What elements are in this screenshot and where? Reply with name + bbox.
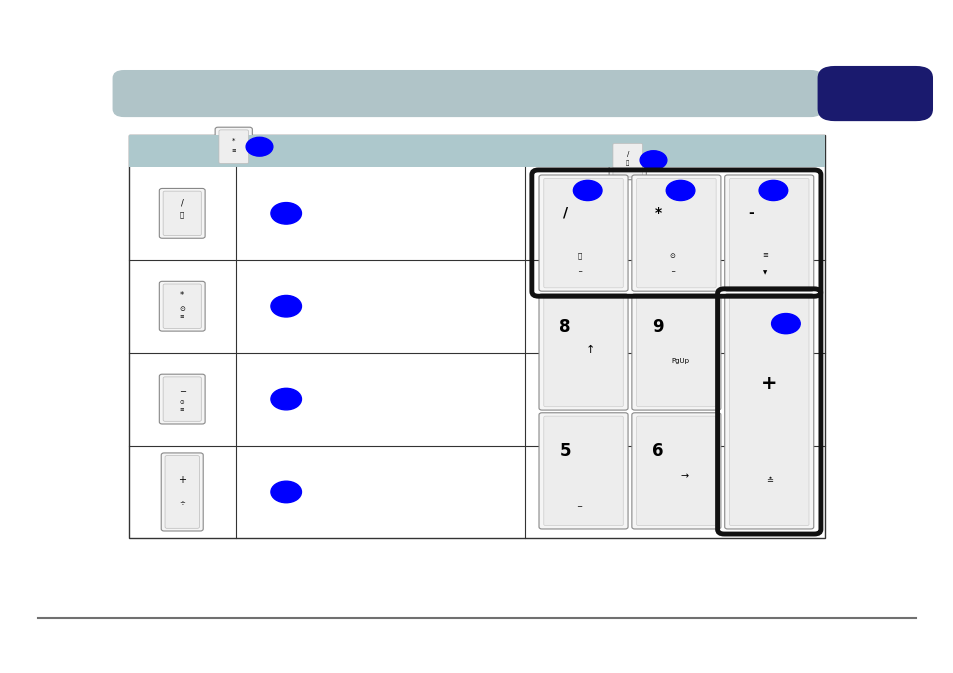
FancyBboxPatch shape xyxy=(543,297,622,406)
FancyBboxPatch shape xyxy=(112,70,821,117)
FancyBboxPatch shape xyxy=(165,456,199,528)
Text: ─: ─ xyxy=(670,270,673,275)
FancyBboxPatch shape xyxy=(543,178,622,288)
Text: /: / xyxy=(180,198,184,207)
Circle shape xyxy=(639,151,666,170)
Text: /: / xyxy=(626,151,628,157)
Text: ≡: ≡ xyxy=(180,313,184,318)
Text: ⌣: ⌣ xyxy=(625,160,629,166)
Text: ⌣: ⌣ xyxy=(577,252,581,259)
FancyBboxPatch shape xyxy=(631,413,720,529)
Circle shape xyxy=(573,180,601,201)
FancyBboxPatch shape xyxy=(631,175,720,291)
FancyBboxPatch shape xyxy=(613,143,642,177)
FancyBboxPatch shape xyxy=(636,416,716,526)
Text: /: / xyxy=(562,206,567,220)
Circle shape xyxy=(665,180,694,201)
Text: 5: 5 xyxy=(558,441,570,460)
FancyBboxPatch shape xyxy=(161,453,203,531)
FancyBboxPatch shape xyxy=(729,297,808,526)
FancyBboxPatch shape xyxy=(538,294,627,410)
Circle shape xyxy=(771,314,800,334)
FancyBboxPatch shape xyxy=(636,178,716,288)
FancyBboxPatch shape xyxy=(159,374,205,424)
FancyBboxPatch shape xyxy=(724,294,813,529)
Circle shape xyxy=(271,388,301,410)
FancyBboxPatch shape xyxy=(543,416,622,526)
FancyBboxPatch shape xyxy=(163,284,201,328)
FancyBboxPatch shape xyxy=(218,130,248,164)
FancyBboxPatch shape xyxy=(163,191,201,236)
Text: ▼: ▼ xyxy=(762,270,766,275)
FancyBboxPatch shape xyxy=(729,178,808,288)
Text: ⊙: ⊙ xyxy=(179,306,185,312)
FancyBboxPatch shape xyxy=(538,175,627,291)
FancyBboxPatch shape xyxy=(609,141,646,180)
FancyBboxPatch shape xyxy=(159,188,205,238)
FancyBboxPatch shape xyxy=(636,297,716,406)
Text: ÷: ÷ xyxy=(179,499,185,505)
FancyBboxPatch shape xyxy=(538,413,627,529)
Text: *: * xyxy=(180,291,184,300)
Text: ≡: ≡ xyxy=(180,406,184,412)
Text: PgUp: PgUp xyxy=(671,358,689,364)
Circle shape xyxy=(271,295,301,317)
Circle shape xyxy=(759,180,787,201)
FancyBboxPatch shape xyxy=(631,294,720,410)
Text: +: + xyxy=(178,475,186,485)
Text: ⌣: ⌣ xyxy=(180,211,184,218)
Text: ≛: ≛ xyxy=(765,476,772,485)
Text: ≡: ≡ xyxy=(761,252,767,258)
FancyBboxPatch shape xyxy=(724,175,813,291)
Text: +: + xyxy=(760,374,777,393)
FancyBboxPatch shape xyxy=(214,127,252,166)
Text: ─: ─ xyxy=(577,504,581,509)
Bar xyxy=(129,135,824,538)
Text: ⊙: ⊙ xyxy=(180,400,184,405)
Text: 8: 8 xyxy=(558,318,570,336)
FancyBboxPatch shape xyxy=(163,377,201,421)
Circle shape xyxy=(271,203,301,224)
Circle shape xyxy=(271,481,301,503)
Text: ≡: ≡ xyxy=(232,147,235,152)
Text: 6: 6 xyxy=(652,441,663,460)
FancyBboxPatch shape xyxy=(817,66,932,121)
Text: 9: 9 xyxy=(652,318,663,336)
Text: *: * xyxy=(654,206,661,220)
Bar xyxy=(129,135,824,167)
Text: ↑: ↑ xyxy=(585,345,595,355)
Text: ─: ─ xyxy=(179,386,185,396)
Text: ⊙: ⊙ xyxy=(669,252,675,258)
Circle shape xyxy=(246,137,273,156)
Text: →: → xyxy=(679,472,688,481)
FancyBboxPatch shape xyxy=(159,281,205,331)
Text: ─: ─ xyxy=(578,270,580,275)
Text: -: - xyxy=(747,206,753,220)
Text: *: * xyxy=(232,138,235,143)
